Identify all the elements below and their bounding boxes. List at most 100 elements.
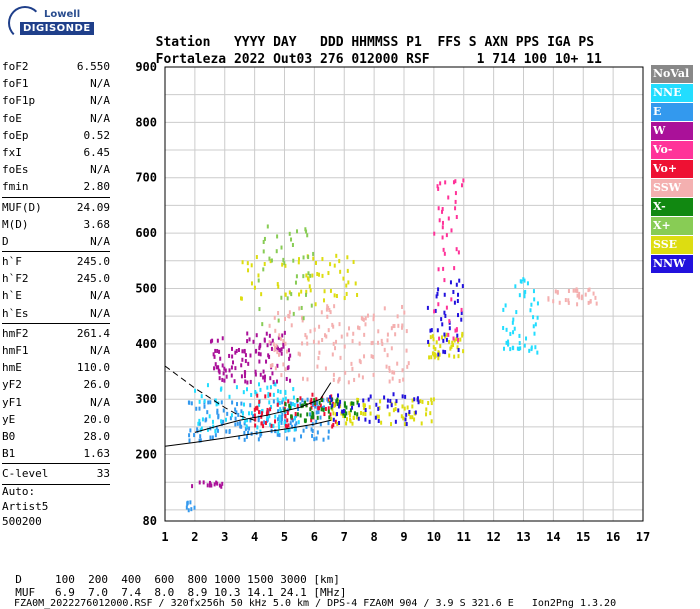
- data-point: [307, 271, 310, 276]
- data-point: [335, 294, 338, 299]
- data-point: [326, 397, 329, 402]
- data-point: [437, 206, 440, 211]
- data-point: [254, 389, 257, 394]
- data-point: [271, 371, 274, 376]
- data-point: [462, 178, 465, 183]
- data-point: [578, 295, 581, 300]
- data-point: [246, 339, 249, 344]
- data-point: [259, 372, 262, 377]
- data-point: [247, 411, 250, 416]
- data-point: [258, 344, 261, 349]
- data-point: [578, 291, 581, 296]
- param-value: N/A: [90, 94, 110, 108]
- data-point: [458, 278, 461, 283]
- data-point: [414, 410, 417, 415]
- data-point: [505, 327, 508, 332]
- data-point: [316, 364, 319, 369]
- x-tick-label: 4: [251, 530, 258, 544]
- data-point: [274, 346, 277, 351]
- data-point: [259, 352, 262, 357]
- scaled-parameters: foF2 6.550 foF1 N/A foF1p N/A foE N/A foEp 0.52 fx…: [2, 58, 110, 486]
- data-point: [342, 409, 345, 414]
- data-point: [350, 361, 353, 366]
- data-point: [369, 411, 372, 416]
- data-point: [396, 361, 399, 366]
- data-point: [333, 402, 336, 407]
- data-point: [278, 425, 281, 430]
- data-point: [455, 328, 458, 333]
- data-point: [224, 417, 227, 422]
- data-point: [209, 339, 212, 344]
- data-point: [345, 421, 348, 426]
- data-point: [240, 409, 243, 414]
- data-point: [274, 366, 277, 371]
- data-point: [332, 411, 335, 416]
- data-point: [319, 415, 322, 420]
- data-point: [430, 328, 433, 333]
- data-point: [346, 255, 349, 260]
- data-point: [442, 338, 445, 343]
- data-point: [281, 400, 284, 405]
- data-point: [305, 273, 308, 278]
- data-point: [512, 330, 515, 335]
- data-point: [435, 294, 438, 299]
- param-name: B1: [2, 447, 16, 461]
- data-point: [235, 348, 238, 353]
- data-point: [283, 261, 286, 266]
- data-point: [281, 412, 284, 417]
- data-point: [457, 292, 460, 297]
- data-point: [257, 273, 260, 278]
- data-point: [287, 399, 290, 404]
- data-point: [270, 258, 273, 263]
- data-point: [266, 408, 269, 413]
- data-point: [428, 342, 431, 347]
- x-tick-label: 16: [606, 530, 620, 544]
- data-point: [364, 417, 367, 422]
- data-point: [310, 405, 313, 410]
- data-point: [305, 229, 308, 234]
- data-point: [277, 389, 280, 394]
- data-point: [258, 359, 261, 364]
- data-point: [322, 407, 325, 412]
- data-point: [319, 403, 322, 408]
- data-point: [589, 299, 592, 304]
- data-point: [405, 329, 408, 334]
- data-point: [304, 227, 307, 232]
- param-name: foEp: [2, 128, 29, 142]
- data-point: [349, 413, 352, 418]
- data-point: [411, 398, 414, 403]
- data-point: [427, 401, 430, 406]
- data-point: [262, 424, 265, 429]
- x-tick-label: 10: [427, 530, 441, 544]
- data-point: [284, 402, 287, 407]
- data-point: [306, 412, 309, 417]
- data-point: [259, 433, 262, 438]
- data-point: [288, 310, 291, 315]
- data-point: [312, 339, 315, 344]
- data-point: [218, 376, 221, 381]
- data-point: [305, 289, 308, 294]
- data-point: [282, 362, 285, 367]
- data-point: [309, 288, 312, 293]
- data-point: [391, 376, 394, 381]
- data-point: [433, 231, 436, 236]
- data-point: [338, 420, 341, 425]
- data-point: [532, 315, 535, 320]
- data-point: [368, 419, 371, 424]
- data-point: [444, 180, 447, 185]
- data-point: [572, 288, 575, 293]
- data-point: [258, 399, 261, 404]
- data-point: [337, 404, 340, 409]
- data-point: [453, 338, 456, 343]
- data-point: [457, 250, 460, 255]
- data-point: [229, 416, 232, 421]
- data-point: [207, 400, 210, 405]
- data-point: [212, 424, 215, 429]
- data-point: [512, 346, 515, 351]
- data-point: [215, 365, 218, 370]
- data-point: [299, 413, 302, 418]
- data-point: [357, 403, 360, 408]
- param-value: 0.52: [83, 128, 111, 142]
- data-point: [509, 331, 512, 336]
